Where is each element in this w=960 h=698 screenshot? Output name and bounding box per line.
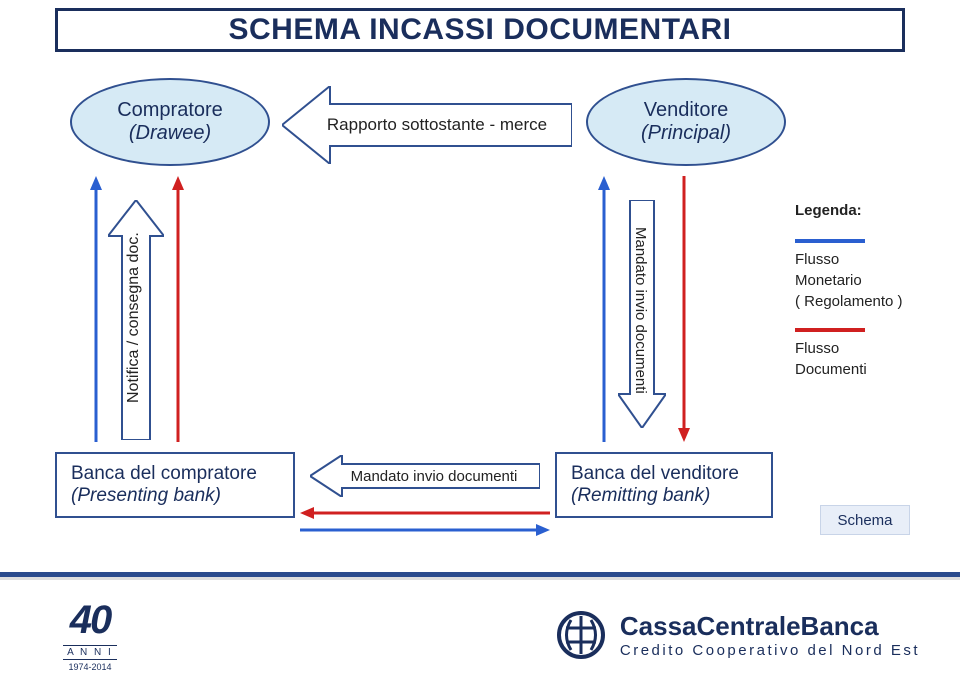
legend-documenti-l1: Flusso [795,340,945,357]
bank-name: CassaCentraleBanca [620,611,920,642]
bank-remitting: Banca del venditore (Remitting bank) [555,452,773,518]
arrow-mandato-vert: Mandato invio documenti [618,200,666,428]
legend-monetario-l3: ( Regolamento ) [795,293,945,310]
schema-box: Schema [820,505,910,535]
footer-divider [0,572,960,580]
legend: Legenda: Flusso Monetario ( Regolamento … [795,202,945,396]
bank-presenting-role: (Presenting bank) [71,485,221,507]
logo-40-anni: A N N I [63,645,117,660]
actor-compratore-role: (Drawee) [129,122,211,145]
page-title: SCHEMA INCASSI DOCUMENTARI [228,13,731,47]
bank-presenting-label: Banca del compratore [71,463,257,485]
arrow-rapporto-label: Rapporto sottostante - merce [282,86,572,164]
bank-remitting-role: (Remitting bank) [571,485,710,507]
bank-logo: CassaCentraleBanca Credito Cooperativo d… [490,600,920,670]
arrow-blue-right-up [596,176,612,442]
arrow-mandato-center-label: Mandato invio documenti [310,455,540,497]
bank-subtitle: Credito Cooperativo del Nord Est [620,642,920,659]
arrow-mandato-vert-label: Mandato invio documenti [632,210,649,410]
bank-logo-text: CassaCentraleBanca Credito Cooperativo d… [620,611,920,659]
actor-compratore-label: Compratore [117,99,223,122]
legend-documenti: Flusso Documenti [795,328,945,378]
schema-label: Schema [837,512,892,529]
actor-venditore-role: (Principal) [641,122,731,145]
arrow-blue-left-up [88,176,104,442]
logo-40-number: 40 [70,598,111,643]
arrow-red-left-up [170,176,186,442]
arrow-notifica: Notifica / consegna doc. [108,200,164,440]
arrow-rapporto: Rapporto sottostante - merce [282,86,572,164]
bank-logo-icon [554,608,608,662]
arrow-red-right-down [676,176,692,442]
actor-compratore: Compratore (Drawee) [70,78,270,166]
legend-monetario-l1: Flusso [795,251,945,268]
legend-monetario-l2: Monetario [795,272,945,289]
arrow-red-bottom-left [300,505,550,521]
legend-swatch-blue [795,239,865,243]
logo-anniversary: 40 A N N I 1974-2014 [50,600,130,670]
arrow-blue-bottom-right [300,522,550,538]
actor-venditore: Venditore (Principal) [586,78,786,166]
title-box: SCHEMA INCASSI DOCUMENTARI [55,8,905,52]
legend-monetario: Flusso Monetario ( Regolamento ) [795,239,945,310]
bank-presenting: Banca del compratore (Presenting bank) [55,452,295,518]
logo-40-years: 1974-2014 [68,662,111,672]
arrow-notifica-label: Notifica / consegna doc. [124,218,145,418]
legend-documenti-l2: Documenti [795,361,945,378]
legend-swatch-red [795,328,865,332]
arrow-mandato-center: Mandato invio documenti [310,455,540,497]
legend-title: Legenda: [795,202,945,219]
actor-venditore-label: Venditore [644,99,729,122]
bank-remitting-label: Banca del venditore [571,463,739,485]
